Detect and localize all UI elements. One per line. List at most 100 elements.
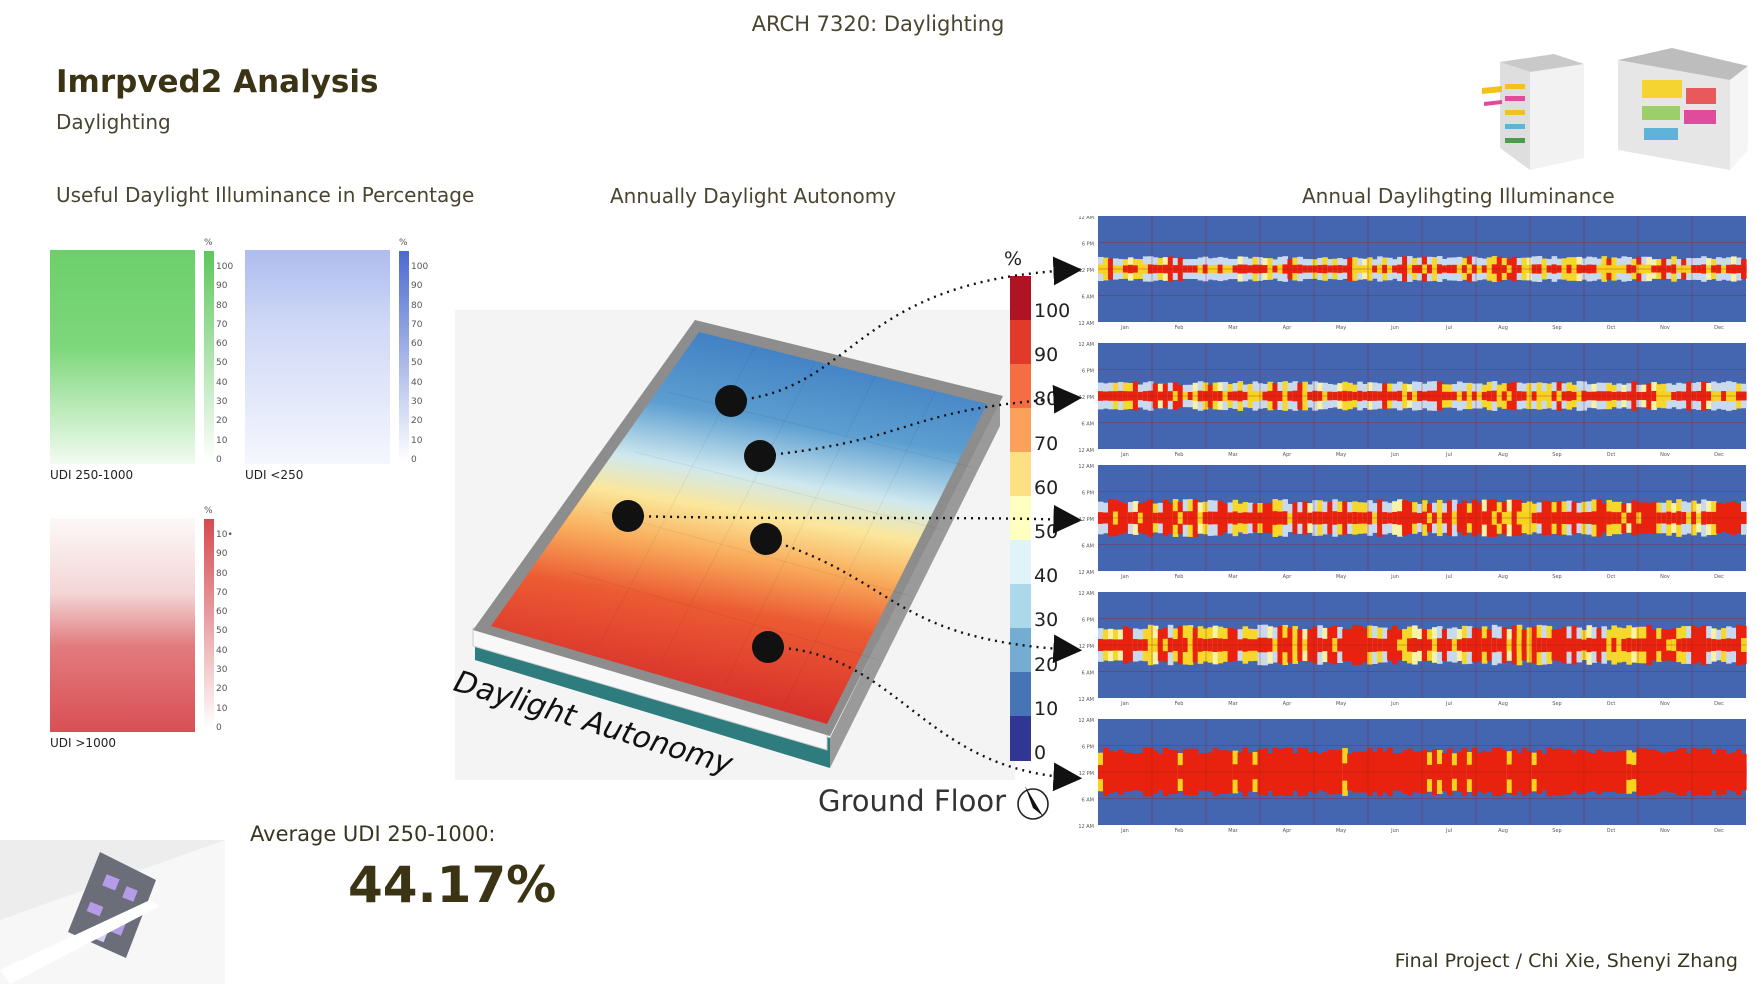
da-legend-bar (1010, 276, 1031, 761)
udi-under-250-unit: % (399, 238, 408, 248)
month-label: May (1336, 325, 1346, 331)
hour-label: 12 AM (1078, 570, 1094, 576)
month-label: May (1336, 701, 1346, 707)
month-label: Apr (1283, 574, 1293, 580)
building-render-thumbnails (1482, 48, 1748, 170)
floor-name: Ground Floor (818, 784, 1007, 818)
udi-over-1000-label: UDI >1000 (50, 736, 116, 750)
legend-tick: 20 (216, 416, 228, 427)
hour-label: 12 AM (1078, 697, 1094, 703)
building-render-1 (1482, 54, 1584, 170)
legend-tick: 90 (216, 549, 228, 560)
legend-tick: 0 (411, 454, 417, 465)
legend-tick: 90 (216, 281, 228, 292)
legend-swatch (1010, 276, 1031, 320)
hour-label: 12 AM (1078, 216, 1094, 221)
month-label: Oct (1607, 325, 1616, 331)
udi-under-250-label: UDI <250 (245, 468, 304, 482)
udi-over-1000-map (50, 518, 195, 732)
month-label: Apr (1283, 325, 1293, 331)
legend-tick: 50 (411, 358, 423, 369)
illuminance-heatmap: 12 AM 6 PM 12 PM 6 AM 12 AM Jan Feb Mar Apr May Ju… (1078, 342, 1747, 458)
month-label: Aug (1498, 828, 1508, 834)
legend-swatch (1010, 320, 1031, 364)
illuminance-section-title: Annual Daylihgting Illuminance (1302, 184, 1615, 208)
hour-label: 12 AM (1078, 321, 1094, 327)
month-label: Mar (1228, 325, 1238, 331)
legend-tick: 0 (1034, 741, 1047, 764)
month-label: Jan (1120, 701, 1129, 707)
month-label: Mar (1228, 452, 1238, 458)
month-label: Dec (1714, 452, 1724, 458)
udi-250-1000-label: UDI 250-1000 (50, 468, 134, 482)
month-label: Dec (1714, 828, 1724, 834)
udi-250-1000-map (50, 250, 195, 464)
legend-tick: 80 (216, 568, 228, 579)
legend-tick: 70 (216, 319, 228, 330)
hour-label: 12 PM (1079, 644, 1094, 650)
legend-tick: 20 (216, 684, 228, 695)
hour-label: 12 AM (1078, 464, 1094, 470)
month-label: Nov (1660, 452, 1670, 458)
month-label: Apr (1283, 452, 1293, 458)
udi-over-1000-unit: % (204, 506, 213, 516)
hour-label: 6 AM (1081, 295, 1094, 301)
month-label: Jun (1390, 574, 1399, 580)
hour-label: 6 PM (1082, 618, 1094, 624)
legend-swatch (1010, 540, 1031, 584)
course-title: ARCH 7320: Daylighting (751, 12, 1005, 36)
hour-label: 12 AM (1078, 591, 1094, 597)
legend-tick: 100 (216, 262, 234, 272)
month-label: Jul (1445, 701, 1452, 707)
udi-under-250-map (245, 250, 390, 464)
legend-swatch (1010, 672, 1031, 716)
month-label: Jun (1390, 701, 1399, 707)
month-label: Jul (1445, 325, 1452, 331)
month-label: Oct (1607, 701, 1616, 707)
month-label: Apr (1283, 701, 1293, 707)
legend-tick: 20 (1034, 653, 1059, 676)
legend-tick: 60 (216, 339, 228, 350)
hour-label: 6 AM (1081, 544, 1094, 550)
udi-section-title: Useful Daylight Illuminance in Percentag… (56, 183, 475, 207)
legend-tick: 0 (216, 722, 222, 733)
legend-tick: 90 (1034, 344, 1059, 367)
hour-label: 6 AM (1081, 671, 1094, 677)
legend-tick: 30 (411, 397, 423, 408)
hour-label: 12 PM (1079, 268, 1094, 274)
hour-label: 12 PM (1079, 517, 1094, 523)
hour-label: 6 PM (1082, 242, 1094, 248)
legend-tick: 60 (216, 607, 228, 618)
udi-250-1000-legend (204, 251, 214, 461)
hour-label: 6 AM (1081, 798, 1094, 804)
credits: Final Project / Chi Xie, Shenyi Zhang (1394, 950, 1738, 972)
hour-label: 6 PM (1082, 745, 1094, 751)
month-label: Dec (1714, 574, 1724, 580)
illuminance-heatmaps: 12 AM 6 PM 12 PM 6 AM 12 AM Jan Feb Mar Apr May Ju… (1068, 215, 1750, 836)
legend-swatch (1010, 452, 1031, 496)
hour-label: 12 AM (1078, 448, 1094, 454)
udi-250-1000-ticks: 100 90 80 70 60 50 40 30 20 10 0 (216, 262, 246, 474)
month-label: Aug (1498, 574, 1508, 580)
udi-under-250-legend (399, 251, 409, 461)
sensor-connectors (627, 256, 1083, 792)
month-label: Jun (1390, 325, 1399, 331)
illuminance-heatmap-stack: 12 AM 6 PM 12 PM 6 AM 12 AM Jan Feb Mar Apr May Ju… (1078, 215, 1747, 834)
udi-over-1000-legend (204, 519, 214, 729)
month-label: Feb (1175, 325, 1184, 331)
legend-tick: 70 (216, 587, 228, 598)
month-label: Nov (1660, 828, 1670, 834)
legend-tick: 50 (216, 626, 228, 637)
legend-tick: 30 (216, 665, 228, 676)
legend-tick: 90 (411, 281, 423, 292)
illuminance-heatmap: 12 AM 6 PM 12 PM 6 AM 12 AM Jan Feb Mar Apr May Ju… (1078, 215, 1747, 331)
legend-tick: 30 (1034, 609, 1059, 632)
legend-tick: 80 (411, 300, 423, 311)
month-label: Jan (1120, 828, 1129, 834)
month-label: May (1336, 828, 1346, 834)
legend-tick: 80 (216, 300, 228, 311)
hour-label: 12 AM (1078, 718, 1094, 724)
hour-label: 12 PM (1079, 771, 1094, 777)
month-label: May (1336, 574, 1346, 580)
month-label: Aug (1498, 325, 1508, 331)
